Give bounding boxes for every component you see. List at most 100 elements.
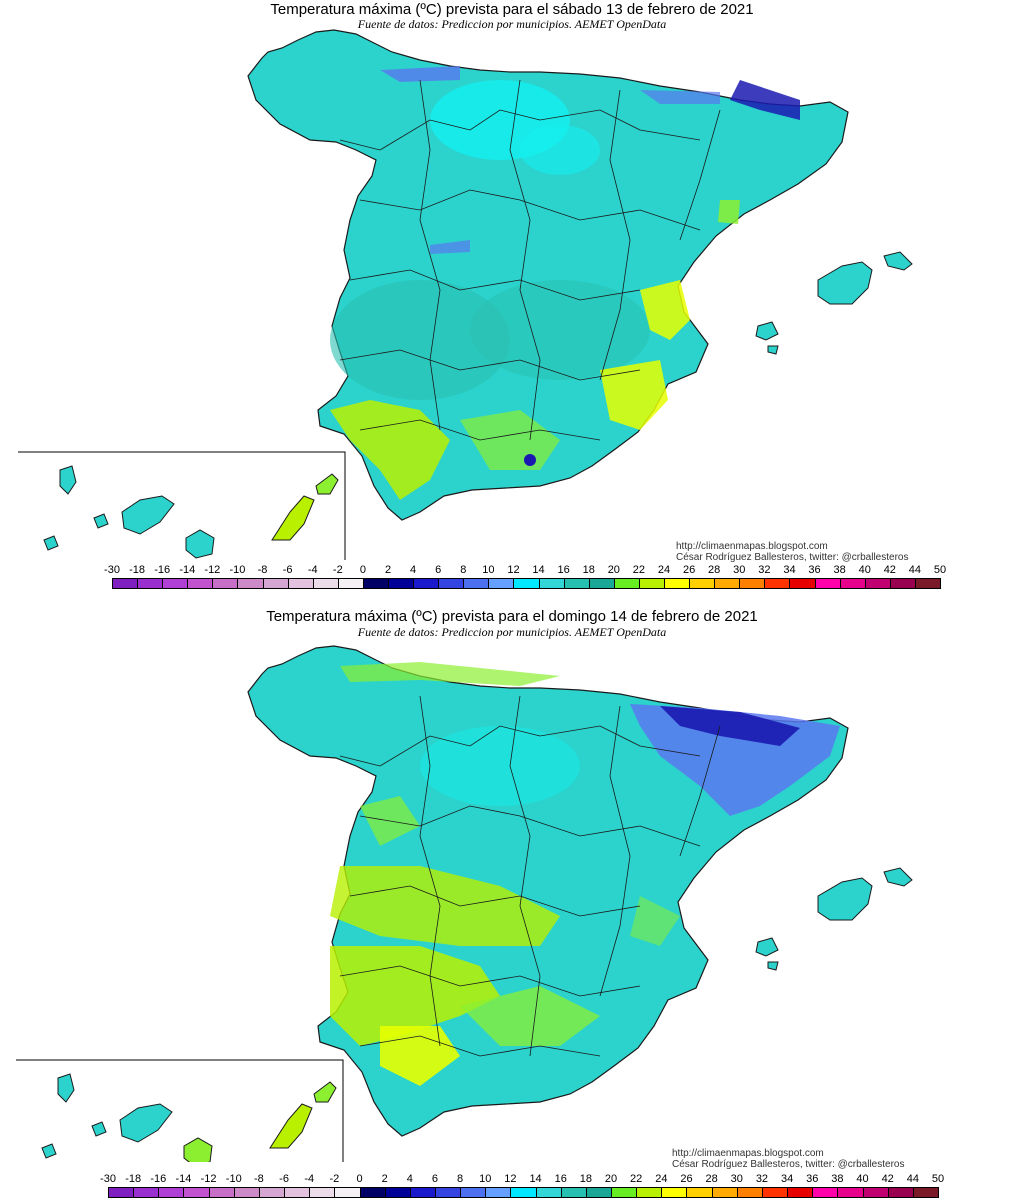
legend-swatch [513, 578, 540, 589]
legend-label: 6 [431, 1173, 439, 1185]
legend-label: 36 [806, 1173, 819, 1185]
legend-swatch [233, 1187, 260, 1198]
legend-swatch [262, 578, 289, 589]
legend-swatch [787, 1187, 814, 1198]
legend-label: 24 [657, 564, 671, 576]
legend-label: -18 [129, 564, 146, 576]
legend-label: 28 [708, 564, 721, 576]
legend-label: 14 [532, 564, 545, 576]
legend-label: 28 [705, 1173, 718, 1185]
legend-label: 30 [730, 1173, 743, 1185]
legend-label: 16 [554, 1173, 567, 1185]
credit-url: http://climaenmapas.blogspot.com [676, 541, 828, 552]
legend-swatch [711, 1187, 738, 1198]
legend-label: 4 [410, 564, 417, 576]
legend-label: -12 [200, 1173, 217, 1185]
map-subtitle: Fuente de datos: Prediccion por municipi… [357, 17, 667, 31]
legend-swatch [814, 578, 841, 589]
legend-label: -8 [254, 1173, 264, 1185]
legend-swatch [187, 578, 214, 589]
legend-swatch [689, 578, 716, 589]
legend-label: 18 [579, 1173, 592, 1185]
legend-swatch [914, 578, 941, 589]
panel-sunday: Temperatura máxima (ºC) prevista para el… [0, 602, 1024, 1201]
legend-label: 20 [607, 564, 620, 576]
temperature-map [16, 645, 913, 1162]
map-subtitle: Fuente de datos: Prediccion por municipi… [357, 625, 667, 639]
legend-swatch [538, 578, 565, 589]
canary-islands-inset [16, 1059, 344, 1162]
legend-swatch [864, 578, 891, 589]
credit-url: http://climaenmapas.blogspot.com [672, 1148, 824, 1159]
legend-label: 10 [482, 564, 495, 576]
legend-label: 2 [381, 1173, 388, 1185]
legend-label: 40 [856, 1173, 869, 1185]
legend-label: 12 [507, 564, 520, 576]
legend-swatch [560, 1187, 587, 1198]
legend-label: -2 [332, 564, 343, 576]
legend-swatch [287, 578, 314, 589]
legend-swatch [686, 1187, 713, 1198]
legend-swatch [409, 1187, 436, 1198]
legend-swatch [789, 578, 816, 589]
legend-label: -10 [229, 564, 246, 576]
legend-label: -8 [257, 564, 268, 576]
legend-swatch [664, 578, 691, 589]
legend-label: 6 [435, 564, 442, 576]
balearic-islands [755, 251, 913, 355]
legend-label: 18 [582, 564, 595, 576]
legend-label: 22 [632, 564, 646, 576]
legend-label: -2 [329, 1173, 340, 1185]
legend-label: 50 [931, 1173, 945, 1185]
legend-swatch [611, 1187, 638, 1198]
legend-swatch [460, 1187, 487, 1198]
legend-label: 16 [557, 564, 570, 576]
legend-label: 8 [460, 564, 467, 576]
legend-swatch [661, 1187, 688, 1198]
legend-label: -14 [179, 564, 196, 576]
legend-swatch [337, 578, 364, 589]
legend-swatch [563, 578, 590, 589]
legend-swatch [208, 1187, 235, 1198]
legend-label: 50 [933, 564, 947, 576]
legend-label: 30 [733, 564, 746, 576]
temperature-map [18, 29, 913, 560]
legend-label: -10 [225, 1173, 242, 1185]
legend-swatch [284, 1187, 311, 1198]
legend-swatch [413, 578, 440, 589]
legend-swatch [636, 1187, 663, 1198]
legend-label: 38 [831, 1173, 844, 1185]
legend-swatch [463, 578, 490, 589]
legend-label: -6 [279, 1173, 289, 1185]
legend-swatch [162, 578, 189, 589]
legend-swatch [739, 578, 766, 589]
legend-swatch [889, 578, 916, 589]
legend-swatch [438, 578, 465, 589]
legend-swatch [388, 578, 415, 589]
legend-label: -6 [282, 564, 293, 576]
legend-label: -4 [304, 1173, 315, 1185]
legend-label: 26 [682, 564, 696, 576]
legend-swatch [183, 1187, 210, 1198]
legend-swatch [736, 1187, 763, 1198]
color-scale-legend: -30 -18 -16 -14 -12 -10 -8 -6 -4 -2 0 2 4 6 8 10 12 14 16 1… [100, 1173, 944, 1199]
legend-swatch [912, 1187, 939, 1198]
legend-swatch [362, 578, 389, 589]
map-title: Temperatura máxima (ºC) prevista para el… [270, 1, 754, 18]
legend-swatch [764, 578, 791, 589]
legend-swatch [862, 1187, 889, 1198]
legend-label: 20 [604, 1173, 618, 1185]
legend-label: 2 [384, 564, 392, 576]
legend-swatch [714, 578, 741, 589]
balearic-islands [755, 867, 913, 971]
iberian-peninsula [247, 645, 849, 1137]
legend-label: 42 [881, 1173, 894, 1185]
legend-swatch [108, 1187, 135, 1198]
legend-swatch [158, 1187, 185, 1198]
legend-swatch [585, 1187, 613, 1198]
legend-label: 44 [906, 1173, 919, 1185]
legend-swatch [510, 1187, 537, 1198]
legend-swatch [638, 578, 665, 589]
legend-label: 32 [755, 1173, 769, 1185]
legend-label: 0 [356, 1173, 363, 1185]
